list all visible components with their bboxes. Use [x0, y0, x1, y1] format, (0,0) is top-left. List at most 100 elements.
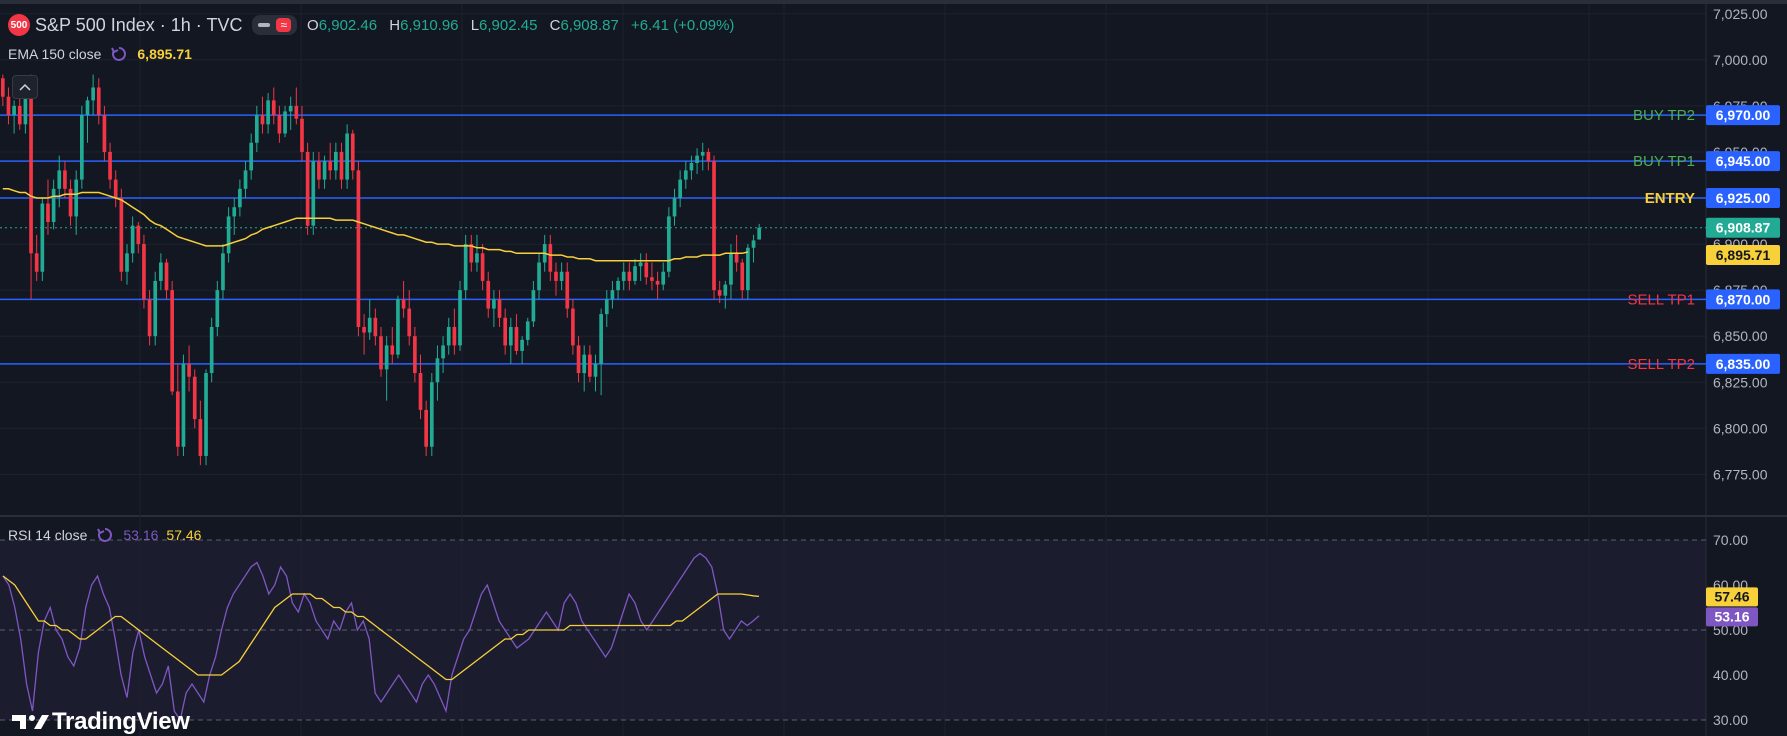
candle-body [232, 207, 237, 217]
candle-body [317, 161, 321, 180]
tradingview-logo-text: TradingView [52, 708, 190, 735]
candle-body [159, 262, 163, 281]
candle-body [638, 262, 643, 267]
candle-body [695, 155, 699, 164]
rsi-ma-tag [1706, 587, 1758, 607]
candle-body [350, 133, 355, 171]
rsi-tick-label: 70.00 [1713, 532, 1748, 548]
candle-body [667, 216, 671, 272]
high-value: 6,910.96 [400, 16, 459, 34]
candle-body [249, 142, 254, 171]
candle-body [757, 227, 762, 240]
candle-body [80, 115, 84, 180]
ema-legend-name[interactable]: EMA 150 close [8, 46, 102, 62]
candle-body [616, 280, 620, 291]
level-price-tag [1706, 353, 1780, 374]
candle-body [300, 118, 304, 152]
symbol-title[interactable]: S&P 500 Index · 1h · TVC [35, 14, 243, 35]
rsi-legend-name[interactable]: RSI 14 close [8, 527, 88, 543]
rsi-ma-tag-text: 57.46 [1714, 588, 1749, 604]
candle-body [446, 326, 451, 346]
candle-body [266, 100, 270, 125]
last-price-tag [1706, 217, 1780, 238]
candle-body [6, 96, 11, 116]
candle-body [712, 161, 716, 291]
candle-body [142, 244, 146, 300]
candle-body [650, 277, 654, 281]
close-value: 6,908.87 [560, 16, 619, 34]
refresh-icon[interactable] [111, 46, 127, 62]
rsi-panel-background [0, 518, 1706, 736]
symbol-badge[interactable]: 500 [8, 14, 30, 36]
level-price-tag-text: 6,970.00 [1716, 107, 1771, 123]
candle-body [604, 299, 609, 315]
candle-body [576, 345, 581, 374]
level-price-tag-text: 6,945.00 [1716, 153, 1771, 169]
candle-body [322, 161, 327, 180]
candle-body [486, 280, 491, 309]
candle-body [531, 290, 536, 322]
candle-body [260, 115, 265, 125]
open-value: 6,902.46 [318, 16, 378, 34]
top-border [0, 0, 1787, 4]
candle-body [209, 326, 214, 374]
price-tick-label: 6,800.00 [1713, 420, 1768, 436]
visibility-toggle[interactable]: ≈ [252, 15, 298, 35]
candle-body [243, 170, 248, 189]
low-value: 6,902.45 [479, 16, 538, 34]
candle-body [164, 262, 169, 291]
candle-body [633, 266, 637, 281]
candle-body [40, 203, 45, 272]
candle-body [221, 253, 225, 291]
candle-body [130, 225, 135, 254]
candle-body [497, 299, 502, 318]
candle-body [34, 253, 39, 272]
symbol-legend: 500 S&P 500 Index · 1h · TVC ≈ O6,902.46… [8, 14, 742, 36]
candle-body [367, 317, 372, 333]
candle-body [384, 345, 389, 370]
candle-body [418, 373, 423, 410]
candle-body [379, 336, 383, 370]
candle-body [621, 271, 626, 281]
candle-body [458, 290, 462, 346]
candle-body [198, 419, 203, 456]
candle-body [627, 271, 632, 281]
chevron-up-icon [19, 83, 31, 91]
candle-body [746, 247, 750, 291]
candle-body [153, 280, 158, 337]
candle-body [508, 326, 513, 346]
candle-body [734, 253, 739, 263]
candle-body [565, 271, 570, 309]
candle-body [17, 105, 22, 125]
ema-price-tag [1706, 244, 1780, 265]
level-price-tag-text: 6,835.00 [1716, 356, 1771, 372]
candle-body [683, 170, 688, 180]
change-value: +6.41 (+0.09%) [631, 16, 735, 34]
candle-body [119, 198, 124, 272]
refresh-icon[interactable] [97, 527, 113, 543]
candle-body [514, 326, 519, 351]
candle-body [29, 81, 33, 254]
candle-body [717, 290, 722, 296]
candle-body [655, 280, 660, 285]
candle-body [226, 216, 231, 254]
candle-body [435, 358, 440, 383]
candle-body [96, 87, 101, 116]
collapse-legend-button[interactable] [12, 75, 38, 99]
candle-body [678, 179, 682, 199]
candle-body [23, 81, 28, 125]
tradingview-logo[interactable]: TradingView [12, 708, 190, 736]
candle-body [672, 198, 677, 217]
candle-body [136, 225, 141, 245]
candle-body [463, 244, 468, 291]
candle-body [492, 299, 496, 309]
candle-body [147, 299, 152, 337]
candle-body [113, 179, 118, 199]
candle-body [429, 382, 434, 447]
candle-body [571, 308, 575, 346]
last-price-tag-text: 6,908.87 [1716, 220, 1771, 236]
price-tick-label: 7,025.00 [1713, 6, 1768, 22]
candle-body [723, 284, 728, 296]
candle-body [339, 151, 344, 180]
